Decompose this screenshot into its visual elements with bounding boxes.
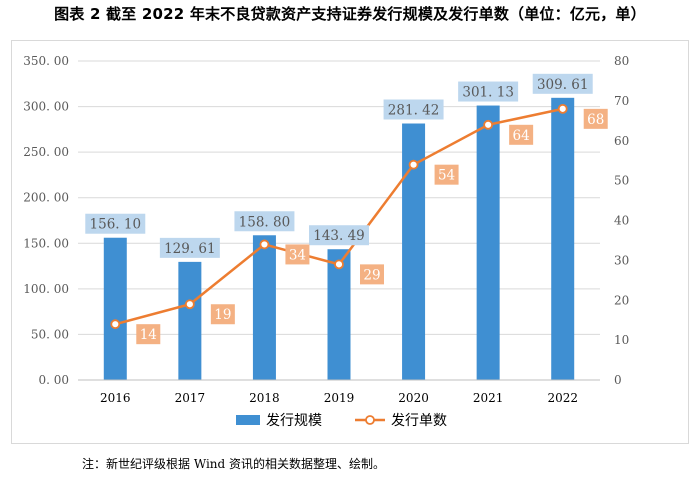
bar-data-label: 158. 80 bbox=[239, 214, 291, 230]
y-right-tick-label: 20 bbox=[614, 293, 629, 307]
y-right-tick-label: 0 bbox=[614, 373, 622, 387]
y-right-tick-label: 10 bbox=[614, 333, 629, 347]
line-label-bg bbox=[509, 124, 534, 145]
legend-bar-swatch bbox=[236, 415, 260, 425]
bar-label-bg bbox=[309, 225, 369, 246]
x-tick-label: 2022 bbox=[547, 391, 578, 405]
bar-data-label: 309. 61 bbox=[537, 77, 589, 93]
line-point bbox=[334, 259, 344, 270]
line-label-bg bbox=[434, 164, 459, 185]
bar-label-bg bbox=[458, 81, 519, 102]
y-right-tick-label: 80 bbox=[614, 54, 629, 68]
y-right-tick-label: 30 bbox=[614, 253, 629, 267]
legend-bar-label: 发行规模 bbox=[266, 413, 322, 429]
line-data-label: 29 bbox=[363, 267, 380, 283]
line-data-label: 64 bbox=[513, 128, 530, 144]
line-label-bg bbox=[285, 244, 310, 265]
y-left-tick-label: 50. 00 bbox=[31, 327, 69, 341]
chart-frame bbox=[11, 40, 689, 444]
bar bbox=[327, 249, 351, 380]
line-label-bg bbox=[136, 324, 161, 345]
bar-data-label: 129. 61 bbox=[164, 241, 216, 257]
figure-note: 注：新世纪评级根据 Wind 资讯的相关数据整理、绘制。 bbox=[82, 457, 386, 471]
x-tick-label: 2019 bbox=[324, 391, 355, 405]
y-left-tick-label: 250. 00 bbox=[23, 145, 69, 159]
line-point bbox=[110, 319, 121, 330]
y-left-tick-label: 200. 00 bbox=[23, 191, 69, 205]
y-right-tick-label: 70 bbox=[614, 94, 629, 108]
bar bbox=[476, 105, 500, 381]
line-data-label: 54 bbox=[438, 168, 455, 184]
line-data-label: 34 bbox=[289, 247, 306, 263]
line-label-bg bbox=[360, 264, 384, 285]
bar-label-bg bbox=[383, 99, 444, 120]
line-data-label: 14 bbox=[140, 327, 157, 343]
bar-label-bg bbox=[234, 211, 295, 232]
x-tick-label: 2016 bbox=[100, 391, 131, 405]
bar-data-label: 301. 13 bbox=[462, 85, 514, 101]
bar-data-label: 281. 42 bbox=[388, 103, 440, 119]
bar bbox=[402, 123, 426, 380]
figure-title: 图表 2 截至 2022 年末不良贷款资产支持证券发行规模及发行单数（单位：亿元… bbox=[54, 5, 646, 23]
bar-label-bg bbox=[532, 73, 593, 94]
line-point bbox=[408, 159, 419, 170]
bar bbox=[252, 235, 276, 380]
y-left-tick-label: 150. 00 bbox=[23, 236, 69, 250]
bar bbox=[103, 237, 127, 380]
legend-line-label: 发行单数 bbox=[391, 413, 447, 429]
x-tick-label: 2018 bbox=[249, 391, 280, 405]
y-right-tick-label: 50 bbox=[614, 174, 629, 188]
legend-line-marker bbox=[365, 415, 375, 425]
bar-data-label: 143. 49 bbox=[313, 228, 365, 244]
line-data-label: 68 bbox=[587, 112, 604, 128]
y-left-tick-label: 100. 00 bbox=[23, 282, 69, 296]
y-left-tick-label: 0. 00 bbox=[38, 373, 69, 387]
y-right-tick-label: 40 bbox=[614, 214, 629, 228]
bar bbox=[551, 97, 575, 381]
bar-label-bg bbox=[85, 213, 146, 234]
line-label-bg bbox=[210, 304, 235, 325]
y-left-tick-label: 300. 00 bbox=[23, 100, 69, 114]
line-data-label: 19 bbox=[214, 307, 231, 323]
line-point bbox=[259, 239, 270, 250]
bar-label-bg bbox=[159, 237, 220, 258]
line-point bbox=[184, 299, 195, 310]
bar bbox=[178, 261, 202, 380]
y-right-tick-label: 60 bbox=[614, 134, 629, 148]
bar-data-label: 156. 10 bbox=[90, 217, 142, 233]
x-tick-label: 2021 bbox=[473, 391, 504, 405]
line-label-bg bbox=[583, 108, 608, 129]
line-point bbox=[483, 119, 494, 130]
x-tick-label: 2020 bbox=[398, 391, 429, 405]
y-left-tick-label: 350. 00 bbox=[23, 54, 69, 68]
line-point bbox=[557, 103, 568, 114]
x-tick-label: 2017 bbox=[175, 391, 206, 405]
